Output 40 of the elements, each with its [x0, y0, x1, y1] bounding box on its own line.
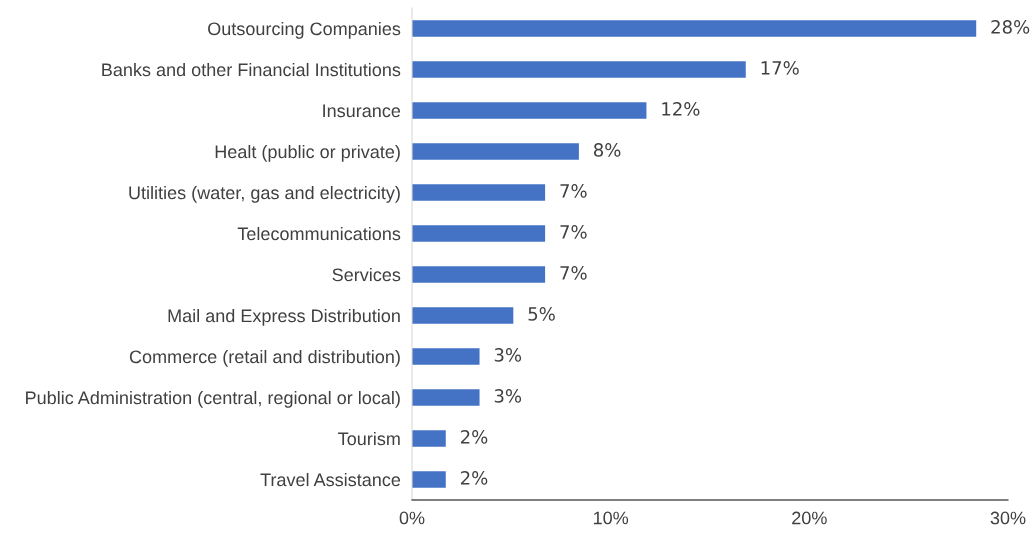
- bar: [412, 225, 546, 242]
- data-label: 7%: [560, 266, 587, 280]
- data-label: 2%: [460, 430, 488, 444]
- y-tick-label: Banks and other Financial Institutions: [102, 62, 401, 77]
- bar: [412, 348, 480, 365]
- y-tick-label: Insurance: [323, 104, 401, 118]
- bar: [412, 143, 579, 160]
- data-label: 7%: [560, 225, 587, 239]
- bar: [412, 20, 977, 37]
- y-tick-label: Utilities (water, gas and electricity): [129, 185, 400, 203]
- x-tick-label: 0%: [399, 511, 425, 525]
- y-tick-label: Mail and Express Distribution: [168, 308, 400, 326]
- x-tick-label: 20%: [792, 511, 827, 525]
- y-tick-label: Tourism: [338, 431, 400, 446]
- y-tick-label: Public Administration (central, regional or local): [26, 390, 400, 408]
- y-tick-label: Services: [332, 267, 401, 282]
- y-tick-label: Outsourcing Companies: [208, 21, 401, 39]
- y-tick-label: Telecommunications: [237, 226, 401, 241]
- bar: [412, 389, 480, 406]
- bar: [412, 307, 514, 324]
- data-label: 28%: [991, 20, 1030, 34]
- bar: [412, 184, 546, 201]
- data-label: 7%: [560, 184, 587, 198]
- bar: [412, 61, 746, 78]
- y-tick-label: Travel Assistance: [260, 472, 401, 487]
- bar: [412, 471, 446, 488]
- bar: [412, 266, 546, 283]
- data-label: 17%: [761, 61, 799, 75]
- y-tick-label: Healt (public or private): [215, 144, 400, 162]
- data-label: 12%: [662, 102, 700, 116]
- y-tick-label: Commerce (retail and distribution): [129, 349, 400, 367]
- data-label: 8%: [593, 143, 621, 157]
- data-label: 5%: [528, 307, 555, 321]
- data-label: 3%: [494, 389, 522, 403]
- data-label: 3%: [494, 348, 522, 362]
- x-tick-label: 10%: [593, 511, 629, 525]
- data-label: 2%: [460, 471, 488, 485]
- bar: [412, 102, 647, 119]
- x-tick-label: 30%: [990, 511, 1026, 525]
- bar: [412, 430, 446, 447]
